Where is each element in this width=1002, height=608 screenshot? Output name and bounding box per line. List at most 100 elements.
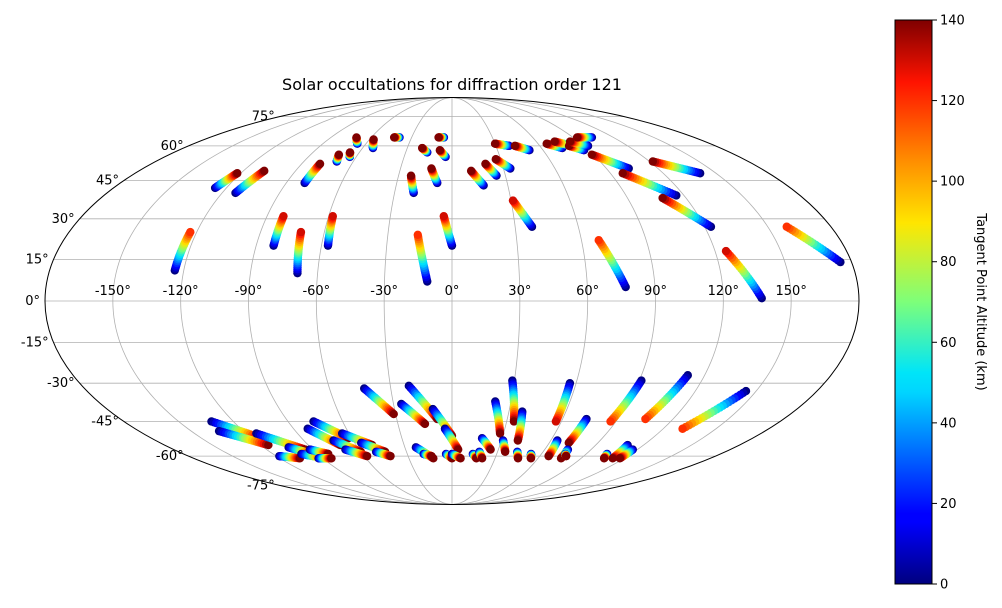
longitude-tick-label: -90° bbox=[235, 284, 263, 299]
occultation-track bbox=[513, 447, 523, 463]
occultation-track bbox=[419, 449, 436, 461]
colorbar-tick-label: 80 bbox=[940, 255, 957, 270]
longitude-tick-label: -60° bbox=[302, 284, 330, 299]
data-point bbox=[587, 150, 597, 159]
occultation-track bbox=[564, 414, 591, 448]
data-point bbox=[551, 417, 561, 426]
occultation-track bbox=[491, 397, 505, 438]
colorbar: 0 20 40 60 80 100 120 140 Tangent Point Altitud… bbox=[894, 14, 988, 593]
latitude-tick-label: 15° bbox=[26, 252, 49, 267]
latitude-tick-label: 75° bbox=[252, 110, 275, 125]
occultation-track bbox=[594, 236, 630, 292]
occultation-track bbox=[352, 133, 362, 148]
occultation-track bbox=[475, 447, 487, 463]
graticule bbox=[45, 97, 859, 505]
data-point bbox=[386, 451, 395, 461]
longitude-tick-label: -30° bbox=[370, 284, 398, 299]
data-point bbox=[389, 409, 398, 419]
occultation-track bbox=[360, 384, 398, 419]
data-point bbox=[564, 438, 573, 448]
colorbar-frame bbox=[894, 19, 933, 585]
longitude-tick-label: 120° bbox=[708, 284, 739, 299]
occultation-track bbox=[427, 164, 442, 188]
data-point bbox=[561, 451, 571, 461]
latitude-tick-label: 45° bbox=[96, 174, 119, 189]
occultation-track bbox=[648, 157, 705, 178]
data-point bbox=[334, 150, 344, 159]
occultation-track bbox=[332, 150, 344, 166]
colorbar-tick-label: 20 bbox=[940, 497, 957, 512]
data-point bbox=[658, 193, 667, 203]
data-point bbox=[406, 171, 416, 180]
data-point bbox=[508, 196, 518, 205]
occultation-track bbox=[481, 159, 501, 180]
occultation-track bbox=[345, 148, 355, 162]
colorbar-tick-label: 40 bbox=[940, 416, 957, 431]
map-outline bbox=[44, 97, 860, 505]
data-point bbox=[264, 440, 273, 450]
data-point bbox=[352, 133, 361, 142]
occultation-track bbox=[397, 399, 430, 429]
occultation-track bbox=[510, 141, 534, 155]
occultation-track bbox=[214, 426, 273, 450]
data-point bbox=[186, 227, 195, 237]
occultation-track bbox=[678, 386, 751, 433]
data-point bbox=[599, 454, 609, 463]
occultation-track bbox=[300, 159, 325, 188]
data-point bbox=[513, 436, 523, 445]
occultation-track bbox=[231, 166, 269, 198]
latitude-tick-label: 30° bbox=[52, 212, 75, 227]
data-point bbox=[491, 154, 500, 164]
occultation-track bbox=[618, 169, 681, 200]
longitude-gridline bbox=[383, 97, 453, 505]
longitude-tick-label: -120° bbox=[163, 284, 199, 299]
data-point bbox=[413, 230, 422, 240]
data-point bbox=[510, 141, 520, 151]
colorbar-tick-label: 60 bbox=[940, 336, 957, 351]
occultation-track bbox=[498, 436, 510, 456]
data-point bbox=[594, 236, 603, 245]
occultation-track bbox=[782, 222, 845, 267]
occultation-track bbox=[721, 246, 766, 303]
data-point bbox=[572, 133, 582, 142]
longitude-tick-label: -150° bbox=[95, 284, 131, 299]
data-point bbox=[606, 417, 615, 426]
occultation-track bbox=[490, 139, 514, 151]
occultation-track bbox=[170, 227, 195, 275]
occultation-track bbox=[323, 211, 337, 250]
colorbar-label: Tangent Point Altitude (km) bbox=[973, 212, 988, 390]
occultation-track bbox=[368, 135, 378, 153]
data-point bbox=[389, 133, 399, 142]
data-point bbox=[782, 222, 791, 231]
data-point bbox=[466, 166, 476, 176]
longitude-tick-labels: -150° -120° -90° -60° -30° 0° 30° 60° 90° 120° 150… bbox=[95, 284, 807, 299]
data-point bbox=[618, 169, 627, 178]
longitude-tick-label: 90° bbox=[644, 284, 667, 299]
latitude-tick-label: 0° bbox=[25, 294, 40, 309]
data-point bbox=[279, 211, 288, 221]
occultation-track bbox=[599, 449, 612, 463]
occultation-track bbox=[434, 133, 449, 142]
data-point bbox=[526, 454, 536, 463]
latitude-tick-label: -60° bbox=[156, 449, 184, 464]
latitude-tick-label: -45° bbox=[91, 414, 119, 429]
data-point bbox=[542, 139, 551, 148]
data-point bbox=[427, 451, 436, 461]
occultation-track bbox=[413, 230, 432, 286]
data-point bbox=[315, 159, 325, 168]
occultation-track bbox=[305, 445, 333, 459]
data-point bbox=[233, 169, 242, 178]
latitude-tick-label: -75° bbox=[247, 478, 275, 493]
occultation-track bbox=[293, 227, 306, 278]
colorbar-tick-label: 140 bbox=[940, 14, 965, 29]
colorbar-tick-label: 0 bbox=[940, 578, 948, 593]
occultation-track bbox=[513, 407, 527, 445]
data-point bbox=[439, 211, 448, 221]
data-point bbox=[362, 451, 372, 461]
occultation-track bbox=[491, 154, 515, 173]
occultation-track bbox=[371, 447, 395, 461]
data-point bbox=[434, 133, 443, 142]
occultation-track bbox=[615, 445, 637, 463]
longitude-tick-label: 0° bbox=[445, 284, 460, 299]
